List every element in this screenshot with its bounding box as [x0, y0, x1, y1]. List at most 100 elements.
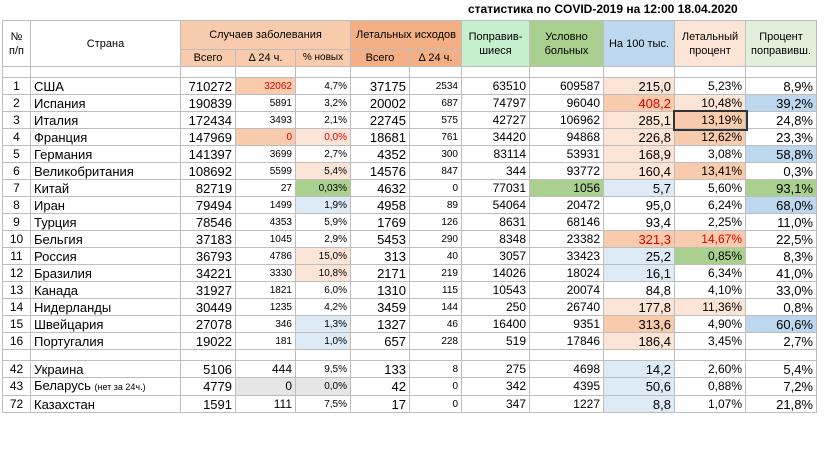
country-name: Казахстан	[30, 395, 181, 413]
deaths-delta: 0	[409, 179, 462, 197]
lethal-percent: 12,62%	[674, 128, 746, 146]
new-percent: 1,3%	[295, 315, 351, 333]
active: 26740	[529, 298, 604, 316]
active: 68146	[529, 213, 604, 231]
new-percent: 7,5%	[295, 395, 351, 413]
deaths-delta: 847	[409, 162, 462, 180]
new-percent: 15,0%	[295, 247, 351, 265]
row-number: 7	[2, 179, 31, 197]
deaths-delta: 2534	[409, 77, 462, 95]
header-recovered-pct: Процент поправивш.	[745, 20, 817, 67]
row-number: 10	[2, 230, 31, 248]
per-100k: 215,0	[603, 77, 675, 95]
cases-delta: 1045	[235, 230, 296, 248]
covid-stats-table: № п/п Страна Случаев заболевания Летальных …	[2, 20, 817, 413]
cases-delta: 181	[235, 332, 296, 350]
row-number: 12	[2, 264, 31, 282]
table-row: 3 Италия 172434 3493 2,1% 22745 575 42727 106962…	[2, 109, 817, 131]
deaths-total: 20002	[350, 94, 410, 112]
recovered: 275	[461, 360, 530, 378]
cases-delta: 346	[235, 315, 296, 333]
deaths-total: 17	[350, 395, 410, 413]
cases-total: 710272	[180, 77, 236, 95]
recovered-percent: 68,0%	[745, 196, 817, 214]
recovered-percent: 22,5%	[745, 230, 817, 248]
lethal-percent: 0,85%	[674, 247, 746, 265]
recovered: 77031	[461, 179, 530, 197]
deaths-total: 1310	[350, 281, 410, 299]
cases-delta: 0	[235, 377, 296, 396]
table-row: 8 Иран 79494 1499 1,9% 4958 89 54064 20472 95,0 6,…	[2, 196, 817, 214]
new-percent: 4,7%	[295, 77, 351, 95]
recovered: 14026	[461, 264, 530, 282]
deaths-total: 4632	[350, 179, 410, 197]
per-100k: 186,4	[603, 332, 675, 350]
lethal-percent: 6,34%	[674, 264, 746, 282]
country-name: Иран	[30, 196, 181, 214]
deaths-total: 42	[350, 377, 410, 396]
country-name: Канада	[30, 281, 181, 299]
cases-total: 5106	[180, 360, 236, 378]
new-percent: 0,0%	[295, 128, 351, 146]
recovered: 250	[461, 298, 530, 316]
per-100k: 5,7	[603, 179, 675, 197]
cases-total: 141397	[180, 145, 236, 163]
recovered: 42727	[461, 111, 530, 129]
lethal-percent: 3,45%	[674, 332, 746, 350]
deaths-total: 4958	[350, 196, 410, 214]
subheader-row: Всего Δ 24 ч.% новых Всего Δ 24 ч.	[3, 49, 817, 67]
row-number: 42	[2, 360, 31, 378]
active: 609587	[529, 77, 604, 95]
row-number: 8	[2, 196, 31, 214]
cases-delta: 32062	[235, 77, 296, 95]
active: 18024	[529, 264, 604, 282]
recovered: 8348	[461, 230, 530, 248]
recovered: 344	[461, 162, 530, 180]
new-percent: 10,8%	[295, 264, 351, 282]
recovered-percent: 7,2%	[745, 377, 817, 396]
lethal-percent: 2,25%	[674, 213, 746, 231]
subheader-deaths-delta: Δ 24 ч.	[409, 49, 462, 67]
deaths-delta: 40	[409, 247, 462, 265]
cases-total: 82719	[180, 179, 236, 197]
header-deaths: Летальных исходов	[350, 20, 462, 50]
per-100k: 408,2	[603, 94, 675, 112]
table-row: 12 Бразилия 34221 3330 10,8% 2171 219 14026 1802…	[2, 264, 817, 282]
lethal-percent: 13,41%	[674, 162, 746, 180]
lethal-percent: 5,23%	[674, 77, 746, 95]
country-name: Франция	[30, 128, 181, 146]
row-number: 6	[2, 162, 31, 180]
new-percent: 0,03%	[295, 179, 351, 197]
country-label: Беларусь	[34, 378, 91, 394]
recovered: 83114	[461, 145, 530, 163]
table-row: 42 Украина 5106 444 9,5% 133 8 275 4698 14,2 2,60%…	[2, 360, 817, 378]
table-row: 7 Китай 82719 27 0,03% 4632 0 77031 1056 5,7 5,60%…	[2, 179, 817, 197]
new-percent: 9,5%	[295, 360, 351, 378]
cases-total: 4779	[180, 377, 236, 396]
active: 4395	[529, 377, 604, 396]
cases-delta: 111	[235, 395, 296, 413]
row-number: 3	[2, 111, 31, 129]
cases-total: 78546	[180, 213, 236, 231]
lethal-percent: 4,10%	[674, 281, 746, 299]
row-number: 72	[2, 395, 31, 413]
active: 96040	[529, 94, 604, 112]
header-country: Страна	[30, 20, 181, 67]
cases-total: 19022	[180, 332, 236, 350]
cases-delta: 5891	[235, 94, 296, 112]
recovered: 342	[461, 377, 530, 396]
per-100k: 8,8	[603, 395, 675, 413]
row-number: 15	[2, 315, 31, 333]
subheader-cases-delta: Δ 24 ч.	[235, 49, 296, 67]
cases-total: 79494	[180, 196, 236, 214]
per-100k: 285,1	[603, 111, 675, 129]
header-active: Условно больных	[529, 20, 604, 67]
lethal-percent: 10,48%	[674, 94, 746, 112]
recovered-percent: 39,2%	[745, 94, 817, 112]
per-100k: 93,4	[603, 213, 675, 231]
table-row: 10 Бельгия 37183 1045 2,9% 5453 290 8348 23382 32…	[2, 230, 817, 248]
recovered: 8631	[461, 213, 530, 231]
cases-total: 27078	[180, 315, 236, 333]
country-name: Великобритания	[30, 162, 181, 180]
row-number: 13	[2, 281, 31, 299]
